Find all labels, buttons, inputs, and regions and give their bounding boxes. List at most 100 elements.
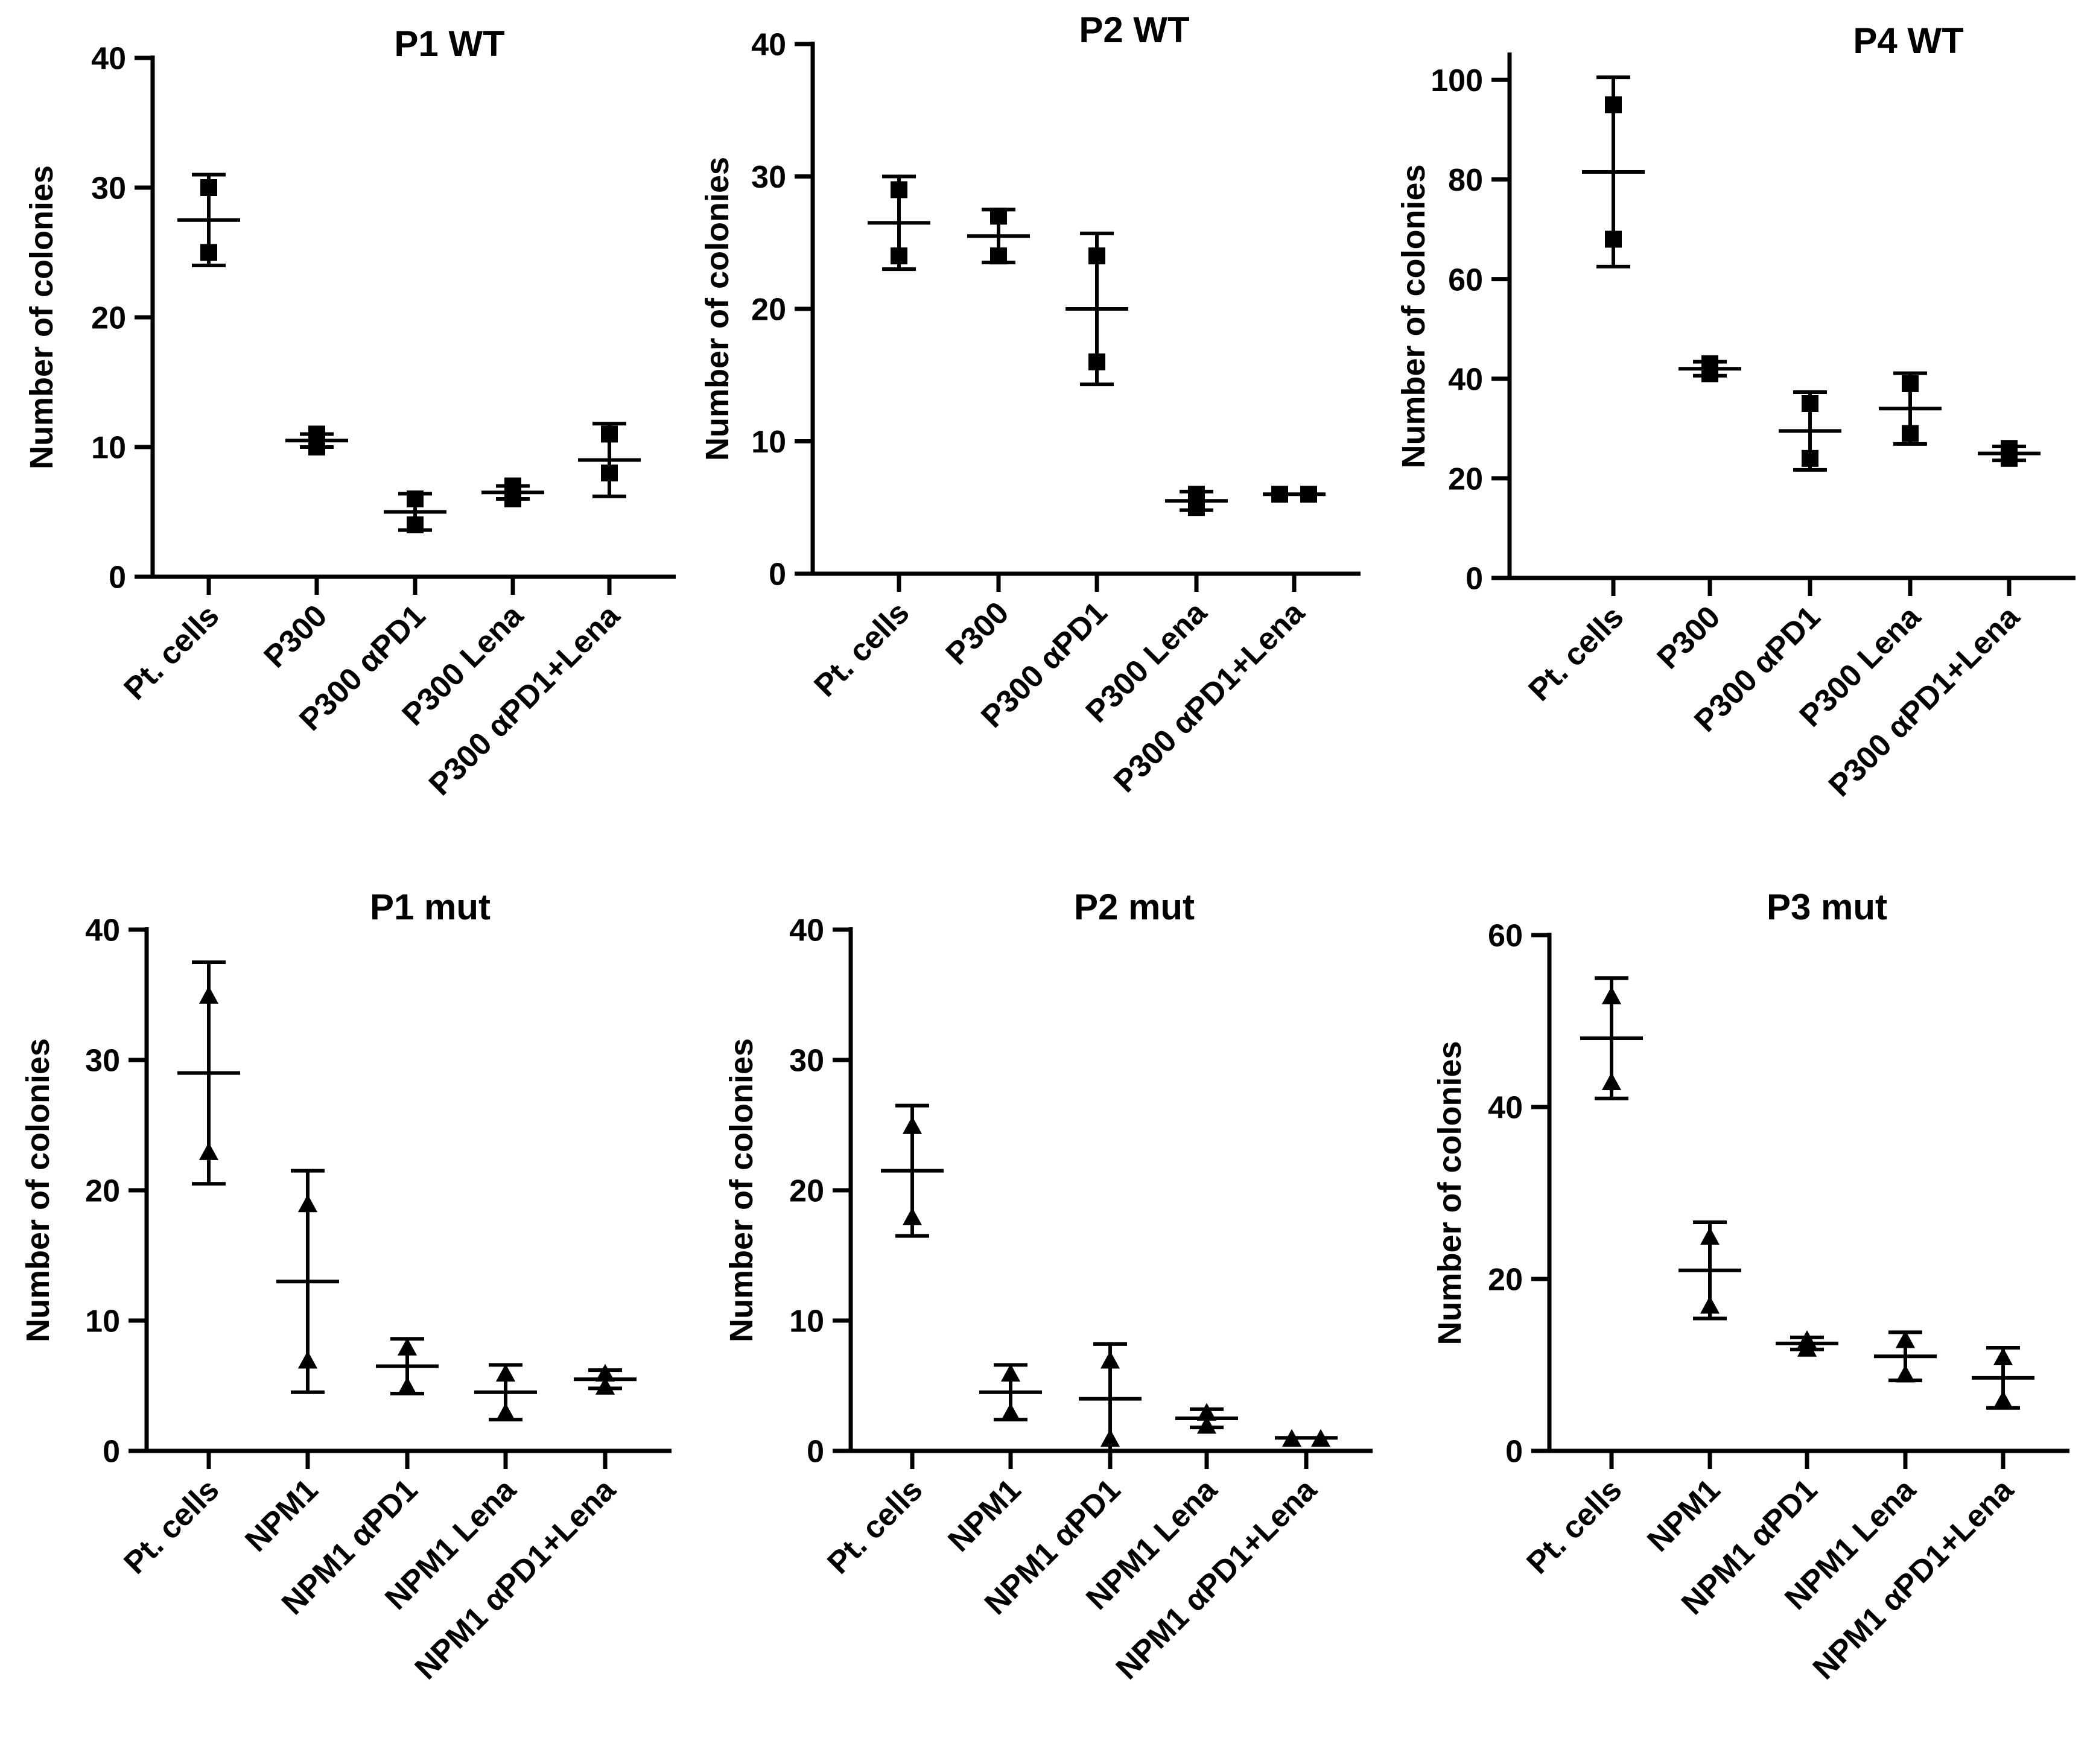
- y-tick-label: 0: [1505, 1435, 1523, 1470]
- data-point: [200, 179, 217, 196]
- x-tick-label: NPM1: [1640, 1472, 1727, 1558]
- data-point: [1100, 1351, 1120, 1369]
- data-point: [1310, 1429, 1331, 1447]
- y-tick-label: 20: [91, 301, 126, 336]
- x-tick-label: Pt. cells: [1522, 599, 1630, 708]
- data-point: [495, 1403, 516, 1421]
- data-point: [1196, 1416, 1217, 1434]
- y-tick-label: 0: [807, 1435, 824, 1470]
- y-tick-label: 30: [85, 1044, 120, 1079]
- data-point: [297, 1351, 318, 1369]
- data-point: [1188, 486, 1205, 503]
- data-point: [1895, 1330, 1916, 1348]
- data-point: [1271, 486, 1288, 503]
- y-tick-label: 30: [751, 160, 786, 195]
- y-tick-label: 40: [789, 913, 824, 948]
- data-point: [1802, 395, 1818, 412]
- y-tick-label: 0: [109, 560, 126, 595]
- data-point: [495, 1363, 516, 1382]
- x-tick-label: P300 αPD1+Lena: [422, 598, 627, 802]
- chart-title: P1 mut: [370, 887, 491, 927]
- data-point: [990, 208, 1007, 225]
- data-point: [1701, 355, 1718, 372]
- y-tick-label: 60: [1488, 919, 1523, 954]
- data-point: [1000, 1403, 1021, 1421]
- data-point: [397, 1337, 418, 1356]
- y-tick-label: 0: [769, 557, 786, 592]
- data-point: [1601, 986, 1622, 1004]
- data-point: [990, 247, 1007, 265]
- y-tick-label: 20: [1448, 462, 1483, 497]
- data-point: [407, 490, 424, 507]
- y-tick-label: 80: [1448, 163, 1483, 198]
- y-tick-label: 0: [1466, 562, 1483, 597]
- y-tick-label: 40: [91, 42, 126, 77]
- y-tick-label: 10: [751, 425, 786, 460]
- y-tick-label: 100: [1431, 63, 1483, 98]
- data-point: [595, 1377, 615, 1395]
- x-tick-label: Pt. cells: [821, 1472, 929, 1581]
- y-tick-label: 40: [1448, 362, 1483, 397]
- y-tick-label: 60: [1448, 262, 1483, 297]
- chart-title: P2 WT: [1079, 10, 1189, 50]
- data-point: [1282, 1429, 1302, 1447]
- x-tick-label: P300: [1651, 599, 1727, 676]
- data-point: [504, 477, 521, 495]
- data-point: [1797, 1330, 1817, 1348]
- data-point: [297, 1194, 318, 1213]
- y-axis-label: Number of colonies: [1432, 1041, 1468, 1345]
- chart-title: P2 mut: [1074, 887, 1195, 927]
- x-tick-label: Pt. cells: [807, 595, 916, 703]
- data-point: [1902, 375, 1919, 392]
- y-tick-label: 20: [751, 293, 786, 328]
- y-tick-label: 10: [91, 431, 126, 466]
- chart-panel: P4 WT Number of colonies 0 20 40 60 80 100 Pt. c…: [1396, 21, 2076, 804]
- data-point: [1196, 1403, 1217, 1421]
- chart-panel: P3 mut Number of colonies 0 20 40 60 Pt. cells…: [1432, 887, 2069, 1686]
- x-tick-label: NPM1: [941, 1472, 1027, 1558]
- y-tick-label: 30: [789, 1044, 824, 1079]
- y-tick-label: 30: [91, 171, 126, 206]
- data-point: [1993, 1347, 2013, 1365]
- data-point: [407, 516, 424, 533]
- chart-panel: P2 WT Number of colonies 0 10 20 30 40 Pt. cell…: [699, 10, 1361, 799]
- data-point: [1902, 425, 1919, 442]
- data-point: [1802, 449, 1818, 467]
- x-tick-label: P300 αPD1+Lena: [1822, 599, 2027, 804]
- y-tick-label: 40: [751, 28, 786, 63]
- data-point: [601, 465, 618, 481]
- data-point: [1895, 1365, 1916, 1383]
- y-tick-label: 20: [1488, 1263, 1523, 1298]
- y-tick-label: 20: [789, 1174, 824, 1209]
- chart-panel: P1 WT Number of colonies 0 10 20 30 40 Pt. cell…: [24, 24, 676, 802]
- data-point: [1088, 353, 1105, 370]
- chart-title: P4 WT: [1853, 21, 1963, 61]
- y-tick-label: 0: [103, 1435, 120, 1470]
- data-point: [308, 425, 325, 443]
- chart-panel: P2 mut Number of colonies 0 10 20 30 40 Pt. cel…: [723, 887, 1373, 1686]
- data-point: [200, 244, 217, 261]
- data-point: [397, 1377, 418, 1395]
- x-tick-label: P300: [258, 598, 334, 674]
- data-point: [891, 181, 907, 198]
- y-axis-label: Number of colonies: [699, 157, 735, 461]
- data-point: [199, 1142, 219, 1160]
- data-point: [1605, 96, 1622, 113]
- x-tick-label: Pt. cells: [117, 1472, 226, 1581]
- y-axis-label: Number of colonies: [20, 1038, 56, 1342]
- y-axis-label: Number of colonies: [1396, 164, 1432, 468]
- data-point: [1700, 1296, 1720, 1314]
- data-point: [902, 1116, 923, 1134]
- y-tick-label: 40: [85, 913, 120, 948]
- chart-title: P3 mut: [1767, 887, 1887, 927]
- y-axis-label: Number of colonies: [723, 1038, 760, 1342]
- x-tick-label: P300 αPD1+Lena: [1107, 595, 1312, 799]
- data-point: [891, 247, 907, 265]
- chart-panel: P1 mut Number of colonies 0 10 20 30 40 Pt. cel…: [20, 887, 672, 1686]
- data-point: [595, 1363, 615, 1382]
- y-tick-label: 10: [789, 1304, 824, 1339]
- data-point: [2001, 440, 2018, 457]
- data-point: [1605, 230, 1622, 248]
- y-tick-label: 20: [85, 1174, 120, 1209]
